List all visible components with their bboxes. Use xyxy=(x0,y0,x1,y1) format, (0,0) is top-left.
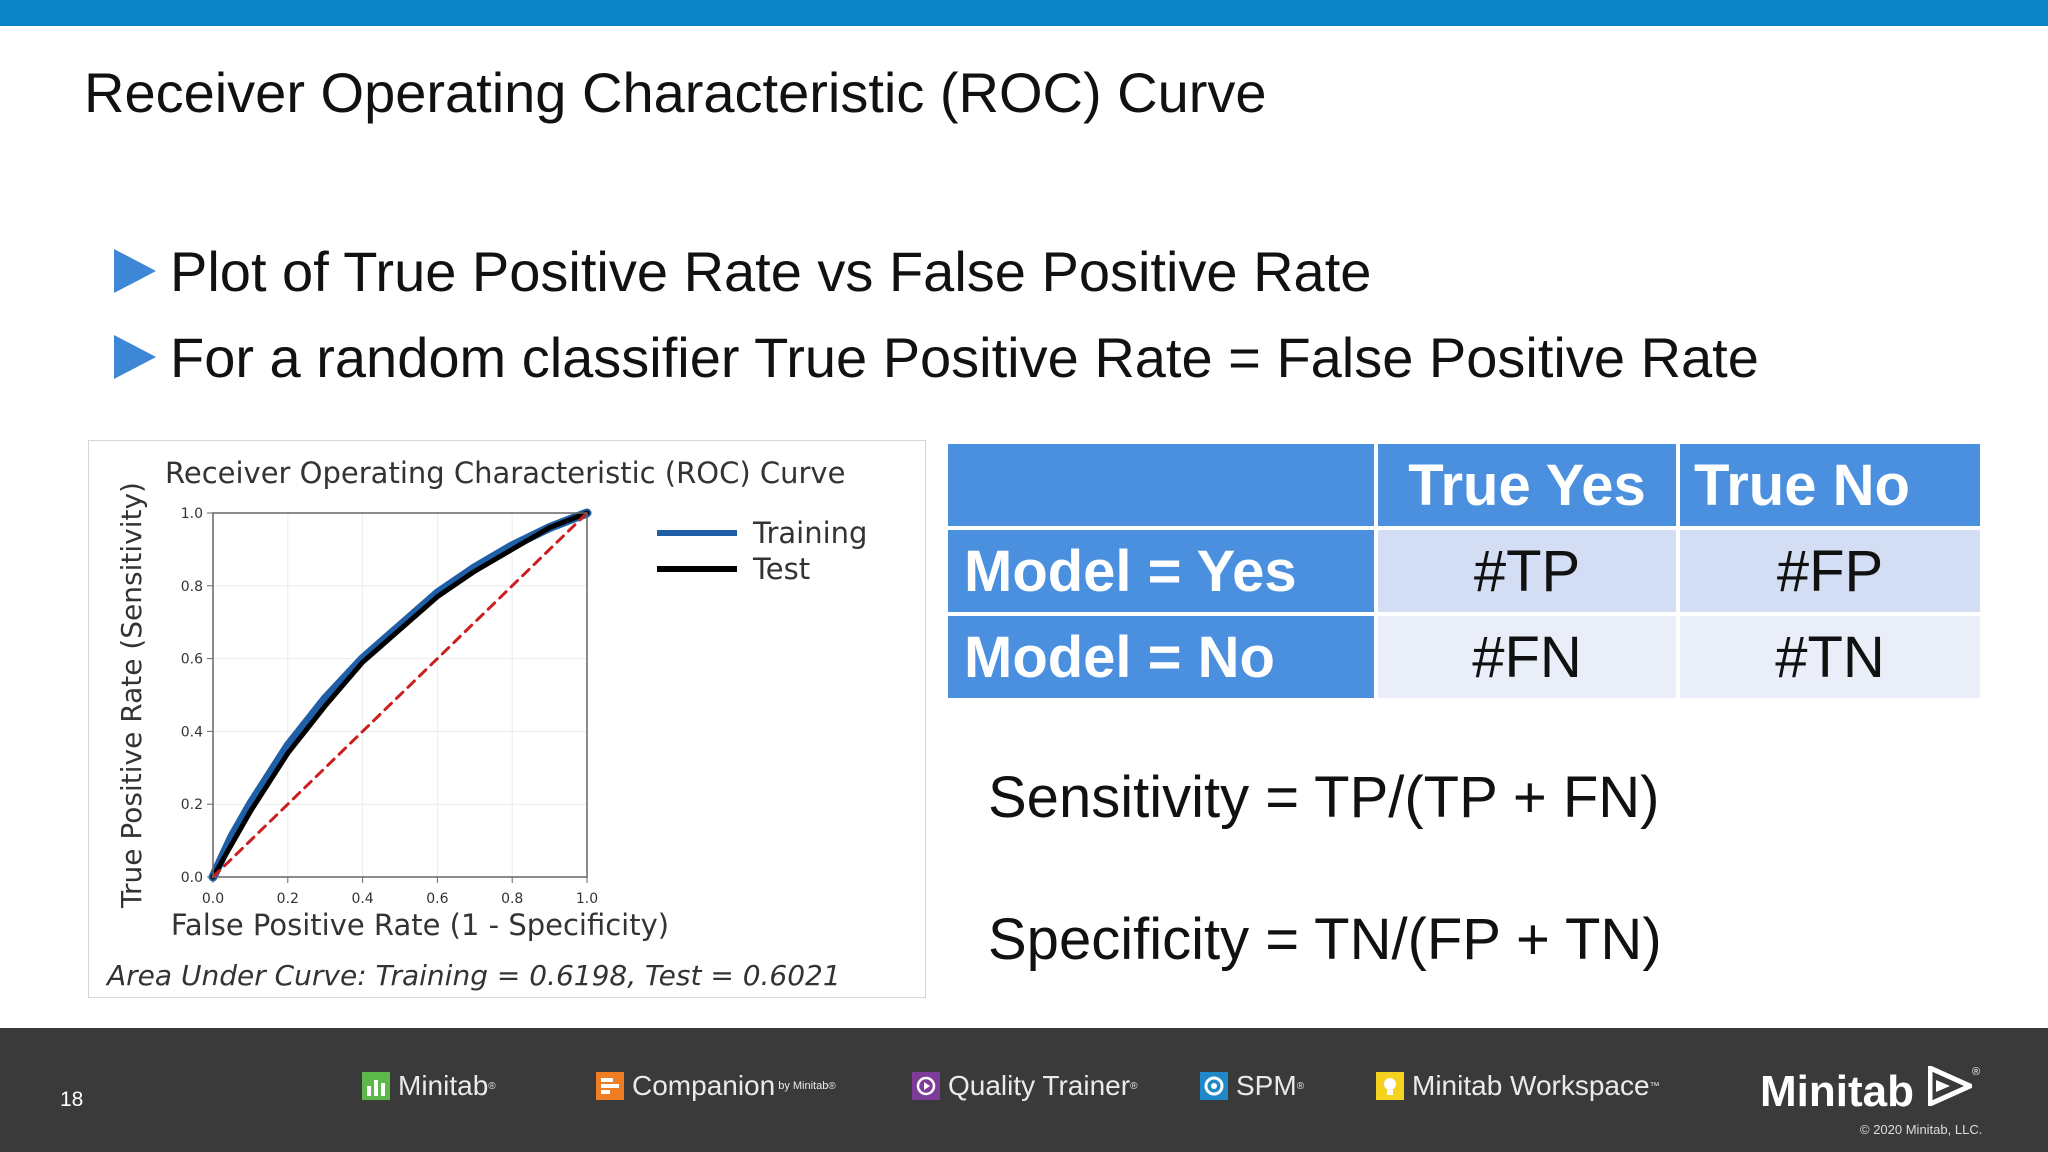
brand-name: Minitab xyxy=(398,1070,489,1101)
bullet-text: Plot of True Positive Rate vs False Posi… xyxy=(170,239,1372,303)
y-tick-label: 0.4 xyxy=(181,724,203,740)
companion-icon xyxy=(596,1072,624,1100)
x-tick-label: 0.8 xyxy=(501,891,523,907)
bullet-list: Plot of True Positive Rate vs False Posi… xyxy=(114,228,1759,400)
y-tick-label: 0.8 xyxy=(181,579,203,595)
brand-mark: ® xyxy=(1296,1080,1305,1092)
confusion-matrix-table: True Yes True No Model = Yes #TP #FP Mod… xyxy=(944,440,1984,702)
minitab-logo: Minitab ® xyxy=(1760,1064,1981,1117)
series-line-test xyxy=(210,510,590,880)
column-header-true-no: True No xyxy=(1680,444,1980,526)
auc-footnote: Area Under Curve: Training = 0.6198, Tes… xyxy=(105,959,841,992)
workspace-icon xyxy=(1376,1072,1404,1100)
brand-name: Minitab Workspace xyxy=(1412,1070,1650,1101)
triangle-bullet-icon xyxy=(114,335,156,379)
x-axis-label: False Positive Rate (1 - Specificity) xyxy=(171,908,669,942)
x-tick-label: 0.0 xyxy=(202,891,224,907)
brand-minitab-workspace: Minitab Workspace ™ xyxy=(1376,1070,1660,1102)
plot-frame xyxy=(212,512,588,878)
page-number: 18 xyxy=(60,1088,84,1111)
minitab-bars-icon xyxy=(362,1072,390,1100)
bullet-item: Plot of True Positive Rate vs False Posi… xyxy=(114,228,1759,314)
chart-title: Receiver Operating Characteristic (ROC) … xyxy=(165,456,845,490)
axis-ticks: 0.0 0.2 0.4 0.6 0.8 1.0 0.0 0.2 0.4 0.6 0.8 1.0 xyxy=(181,506,598,907)
brand-mark: ™ xyxy=(1649,1080,1660,1092)
cell-true-negative: #TN xyxy=(1680,616,1980,698)
y-tick-label: 0.6 xyxy=(181,652,203,668)
brand-mark: ® xyxy=(828,1080,836,1092)
table-corner-cell xyxy=(948,444,1374,526)
logo-text: Minitab xyxy=(1760,1066,1914,1116)
roc-chart: Receiver Operating Characteristic (ROC) … xyxy=(105,456,867,992)
sensitivity-formula: Sensitivity = TP/(TP + FN) xyxy=(988,765,1660,830)
series-line-training xyxy=(208,508,592,882)
specificity-formula: Specificity = TN/(FP + TN) xyxy=(988,907,1662,972)
row-header-model-yes: Model = Yes xyxy=(948,530,1374,612)
roc-chart-panel: Receiver Operating Characteristic (ROC) … xyxy=(88,440,926,998)
column-header-true-yes: True Yes xyxy=(1378,444,1676,526)
cell-false-negative: #FN xyxy=(1378,616,1676,698)
bullet-item: For a random classifier True Positive Ra… xyxy=(114,314,1759,400)
brand-name: SPM xyxy=(1236,1070,1297,1101)
x-tick-label: 0.6 xyxy=(426,891,448,907)
minitab-arrow-logo-icon xyxy=(1927,1064,1977,1117)
series-lines xyxy=(208,508,592,882)
x-tick-label: 0.4 xyxy=(351,891,373,907)
footer-bar: 18 Minitab ® Companion by Minitab ® Quality… xyxy=(0,1028,2048,1152)
slide-title: Receiver Operating Characteristic (ROC) … xyxy=(84,61,1267,124)
bullet-text: For a random classifier True Positive Ra… xyxy=(170,325,1759,389)
legend-label: Training xyxy=(752,516,867,550)
brand-minitab: Minitab ® xyxy=(362,1070,496,1102)
spm-icon xyxy=(1200,1072,1228,1100)
legend-label: Test xyxy=(752,552,810,586)
brand-by-text: by Minitab xyxy=(778,1080,829,1092)
triangle-bullet-icon xyxy=(114,249,156,293)
brand-spm: SPM ® xyxy=(1200,1070,1304,1102)
quality-trainer-icon xyxy=(912,1072,940,1100)
brand-quality-trainer: Quality Trainer ® xyxy=(912,1070,1137,1102)
brand-companion: Companion by Minitab ® xyxy=(596,1070,836,1102)
y-tick-label: 1.0 xyxy=(181,506,203,522)
brand-name: Companion xyxy=(632,1070,776,1101)
y-tick-label: 0.0 xyxy=(181,870,203,886)
y-axis-label: True Positive Rate (Sensitivity) xyxy=(115,482,148,909)
row-header-model-no: Model = No xyxy=(948,616,1374,698)
x-tick-label: 0.2 xyxy=(277,891,299,907)
cell-true-positive: #TP xyxy=(1378,530,1676,612)
copyright-text: © 2020 Minitab, LLC. xyxy=(1860,1122,1983,1137)
y-tick-label: 0.2 xyxy=(181,797,203,813)
x-tick-label: 1.0 xyxy=(576,891,598,907)
random-classifier-line xyxy=(211,511,589,879)
brand-name: Quality Trainer xyxy=(948,1070,1131,1101)
brand-mark: ® xyxy=(1130,1080,1138,1092)
cell-false-positive: #FP xyxy=(1680,530,1980,612)
top-accent-bar xyxy=(0,0,2048,26)
logo-mark: ® xyxy=(1971,1066,1981,1078)
brand-mark: ® xyxy=(488,1080,496,1092)
